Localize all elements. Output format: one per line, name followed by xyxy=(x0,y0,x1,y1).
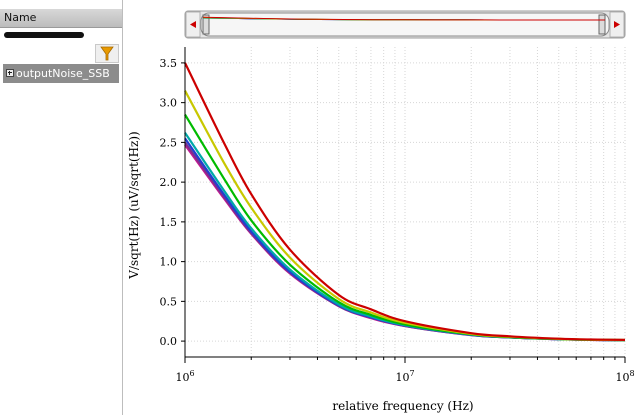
tree-item-label: outputNoise_SSB xyxy=(16,67,110,80)
y-tick-label: 3.5 xyxy=(160,57,178,70)
y-tick-label: 3.0 xyxy=(160,97,178,110)
scroll-thumb-left-grip[interactable] xyxy=(202,14,210,35)
overview-scrollbar[interactable] xyxy=(184,10,626,39)
x-axis: 106 107 108 xyxy=(175,356,635,384)
sidebar: Name outputNoise_SSB xyxy=(0,0,123,415)
filter-icon xyxy=(100,46,114,61)
y-axis-label: V/sqrt(Hz) (uV/sqrt(Hz)) xyxy=(127,131,141,279)
redacted-path xyxy=(4,32,84,38)
overview-lines xyxy=(202,16,605,21)
series-line[interactable] xyxy=(184,62,626,341)
plot-area xyxy=(185,47,625,357)
y-tick-label: 1.0 xyxy=(160,256,178,269)
scroll-thumb-right-grip[interactable] xyxy=(598,14,606,35)
y-tick-label: 2.5 xyxy=(160,136,178,149)
noise-chart[interactable]: 0.0 0.5 1.0 1.5 2.0 2.5 3.0 3.5 106 107 108 relat… xyxy=(123,0,640,415)
x-axis-label: relative frequency (Hz) xyxy=(332,399,473,413)
arrow-left-icon xyxy=(190,21,196,28)
y-tick-label: 0.5 xyxy=(160,295,178,308)
series-group xyxy=(184,62,626,342)
scroll-thumb[interactable] xyxy=(200,12,610,37)
arrow-right-icon xyxy=(614,21,620,28)
y-tick-label: 1.5 xyxy=(160,216,178,229)
x-tick-label: 108 xyxy=(615,369,634,384)
y-tick-label: 2.0 xyxy=(160,176,178,189)
tree-item-outputnoise-ssb[interactable]: outputNoise_SSB xyxy=(3,64,119,83)
name-column-header[interactable]: Name xyxy=(0,9,122,28)
x-tick-label: 107 xyxy=(395,369,414,384)
plus-box-icon[interactable] xyxy=(6,69,14,77)
overview-series-line xyxy=(202,16,605,21)
x-tick-label: 106 xyxy=(175,369,194,384)
filter-button[interactable] xyxy=(95,44,119,63)
y-axis: 0.0 0.5 1.0 1.5 2.0 2.5 3.0 3.5 xyxy=(160,47,186,357)
y-tick-label: 0.0 xyxy=(160,335,178,348)
